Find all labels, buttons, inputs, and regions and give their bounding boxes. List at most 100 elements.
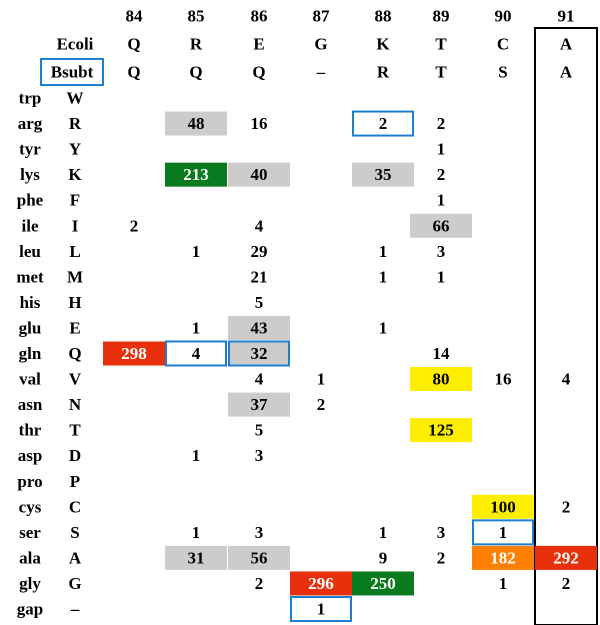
row-letter: E [69,318,80,337]
cell-value: 1 [317,600,326,619]
cell-outline [352,110,414,137]
cell-fill [472,545,534,570]
cell-value: 2 [255,574,264,593]
row-name: phe [17,191,44,210]
cell-fill [228,341,290,366]
cell-value: 3 [437,523,446,542]
cell-value: 2 [437,114,446,133]
cell-value: 1 [437,140,446,159]
row-name: glu [19,318,42,337]
bsubt-label: Bsubt [51,63,94,82]
bsubt-residue: Q [189,63,202,82]
ecoli-residue: R [190,35,203,54]
cell-value: 4 [562,370,571,389]
row-name: cys [19,497,42,516]
bsubt-residue: R [377,63,390,82]
position: 86 [251,7,268,26]
cell-value: 296 [308,574,334,593]
ecoli-residue: G [314,35,327,54]
cell-fill [165,545,227,570]
cell-value: 2 [379,114,388,133]
cell-value: 1 [317,370,326,389]
position: 87 [313,7,331,26]
row-letter: C [69,497,81,516]
ecoli-residue: A [560,35,573,54]
cell-value: 66 [433,216,450,235]
row-name: pro [17,472,42,491]
cell-value: 1 [499,523,508,542]
row-letter: – [70,600,80,619]
ecoli-residue: Q [127,35,140,54]
row-letter: I [72,216,79,235]
cell-value: 5 [255,293,264,312]
cell-value: 29 [251,242,268,261]
cell-value: 1 [437,267,446,286]
cell-fill [352,162,414,187]
bsubt-residue: S [498,63,507,82]
cell-value: 1 [379,318,388,337]
cell-fill [472,494,534,519]
cell-outline [165,340,227,367]
cell-value: 1 [192,318,201,337]
cell-outline [472,519,534,546]
cell-outline [290,596,352,622]
bsubt-box [40,58,104,86]
cell-value: 1 [192,523,201,542]
cell-value: 14 [433,344,451,363]
cell-value: 1 [499,574,508,593]
row-name: val [19,370,41,389]
bsubt-residue: Q [127,63,140,82]
cell-value: 2 [437,548,446,567]
row-letter: T [69,421,81,440]
cell-fill [290,571,352,596]
cell-value: 1 [192,446,201,465]
cell-value: 4 [192,344,201,363]
cell-value: 100 [490,497,516,516]
bsubt-residue: – [316,63,326,82]
cell-value: 80 [433,370,450,389]
cell-value: 125 [428,421,454,440]
cell-value: 1 [192,242,201,261]
row-letter: A [69,548,82,567]
row-name: asn [18,395,43,414]
cell-value: 5 [255,421,264,440]
cell-value: 16 [251,114,268,133]
row-name: ala [19,548,41,567]
column-frame [534,27,598,625]
cell-value: 1 [379,523,388,542]
row-letter: Y [69,140,81,159]
cell-fill [228,545,290,570]
row-name: lys [20,165,40,184]
cell-value: 40 [251,165,268,184]
row-name: gln [19,344,42,363]
cell-fill [410,418,472,443]
ecoli-residue: E [253,35,264,54]
row-name: met [16,267,44,286]
cell-value: 4 [255,370,264,389]
cell-value: 32 [251,344,268,363]
row-name: leu [19,242,41,261]
row-name: arg [18,114,43,133]
cell-value: 250 [370,574,396,593]
row-name: ile [22,216,39,235]
row-letter: R [69,114,82,133]
row-letter: Q [68,344,81,363]
ecoli-label: Ecoli [57,35,94,54]
bsubt-residue: Q [252,63,265,82]
ecoli-residue: C [497,35,509,54]
row-letter: L [69,242,80,261]
position: 84 [126,7,144,26]
row-letter: K [68,165,82,184]
row-letter: F [70,191,80,210]
row-letter: W [67,89,84,108]
cell-fill [165,162,227,187]
row-letter: G [68,574,81,593]
cell-fill [228,162,290,187]
row-name: trp [19,89,42,108]
row-name: asp [18,446,43,465]
cell-value: 2 [562,497,571,516]
row-name: gap [17,600,43,619]
row-name: his [20,293,41,312]
cell-value: 31 [188,548,205,567]
